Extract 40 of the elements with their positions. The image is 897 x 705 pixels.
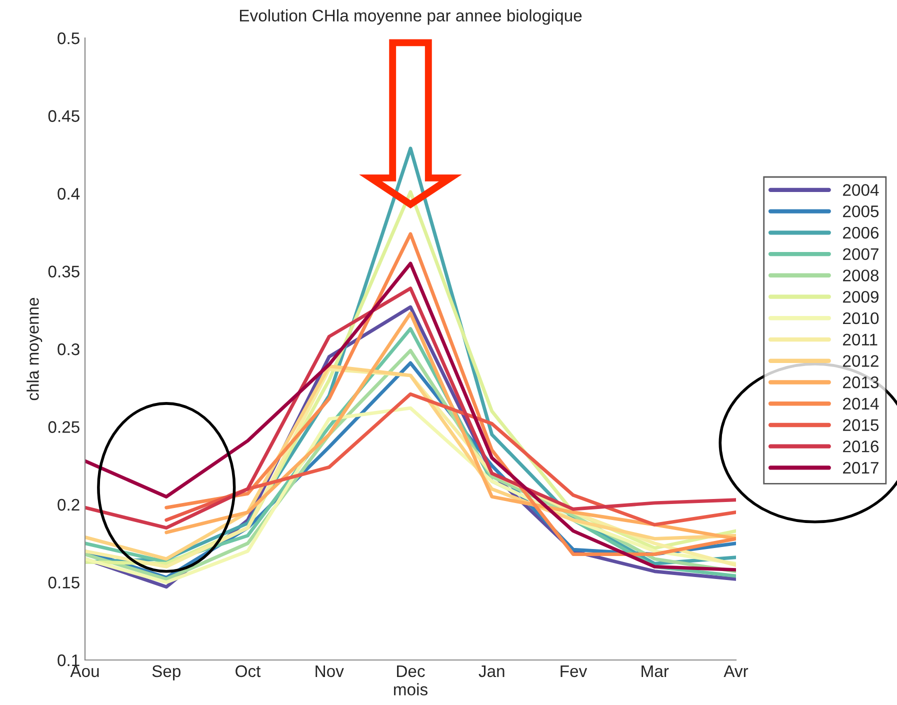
y-tick-label: 0.25 [48, 421, 80, 433]
legend-label: 2013 [843, 376, 879, 388]
x-tick-label: Oct [236, 665, 261, 678]
legend-label: 2015 [843, 419, 879, 431]
line-series [164, 312, 736, 540]
legend-label: 2006 [843, 226, 879, 239]
legend-label: 2016 [843, 440, 879, 452]
y-tick-label: 0.4 [58, 188, 80, 200]
x-tick-label: Avr [724, 665, 748, 677]
y-tick-label: 0.5 [58, 32, 80, 44]
legend-label: 2014 [843, 398, 879, 410]
legend-label: 2012 [843, 355, 878, 367]
x-tick-label: Aou [70, 665, 99, 678]
x-tick-label: Jan [478, 665, 504, 678]
x-tick-label: Nov [316, 665, 344, 678]
y-tick-label: 0.45 [48, 110, 80, 122]
line-series [164, 232, 736, 556]
y-tick-label: 0.35 [48, 266, 80, 278]
line-series [164, 392, 736, 526]
line-series [85, 286, 736, 530]
x-tick-label: Sep [152, 665, 181, 680]
y-tick-label: 0.1 [58, 654, 80, 666]
y-tick-label: 0.2 [58, 498, 80, 511]
x-tick-label: Dec [397, 665, 425, 678]
y-tick-label: 0.3 [58, 343, 80, 356]
x-tick-label: Fev [560, 665, 588, 678]
legend-label: 2004 [843, 184, 879, 196]
chart-title: Evolution CHla moyenne par annee biologique [240, 9, 582, 25]
legend-label: 2007 [843, 248, 878, 260]
legend-label: 2010 [843, 312, 879, 324]
legend-label: 2009 [843, 290, 878, 303]
legend-label: 2017 [843, 462, 878, 474]
y-tick-label: 0.15 [48, 576, 80, 588]
line-series [85, 262, 736, 572]
legend-label: 2008 [843, 270, 879, 282]
x-axis-title: mois [394, 683, 428, 696]
legend-label: 2005 [843, 205, 879, 218]
legend-label: 2011 [843, 334, 878, 346]
y-axis-title: chla moyenne [26, 298, 42, 400]
x-tick-label: Mar [642, 665, 669, 678]
